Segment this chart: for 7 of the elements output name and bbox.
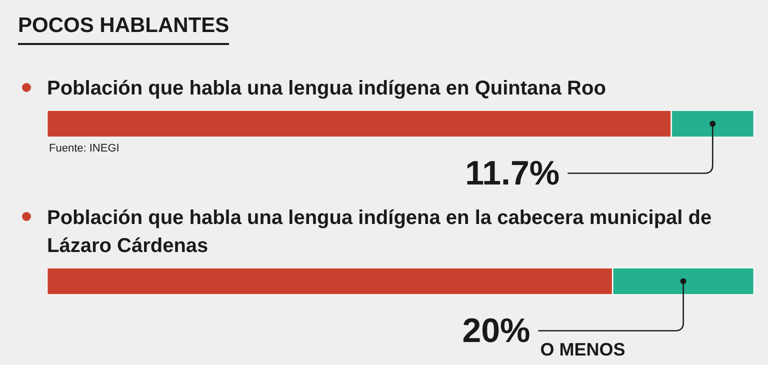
data-label: 20% xyxy=(462,312,530,350)
chart-title: POCOS HABLANTES xyxy=(18,14,230,45)
data-label: 11.7% xyxy=(465,154,560,193)
y-tick-label: Población que habla una lengua indígena en Quintana Roo xyxy=(47,77,606,100)
y-tick-label: Población que habla una lengua indígena en la cabecera municipal de Lázaro Cárdenas xyxy=(47,206,712,257)
annotation: Fuente: INEGI xyxy=(49,142,120,154)
text: O MENOS xyxy=(540,340,626,360)
